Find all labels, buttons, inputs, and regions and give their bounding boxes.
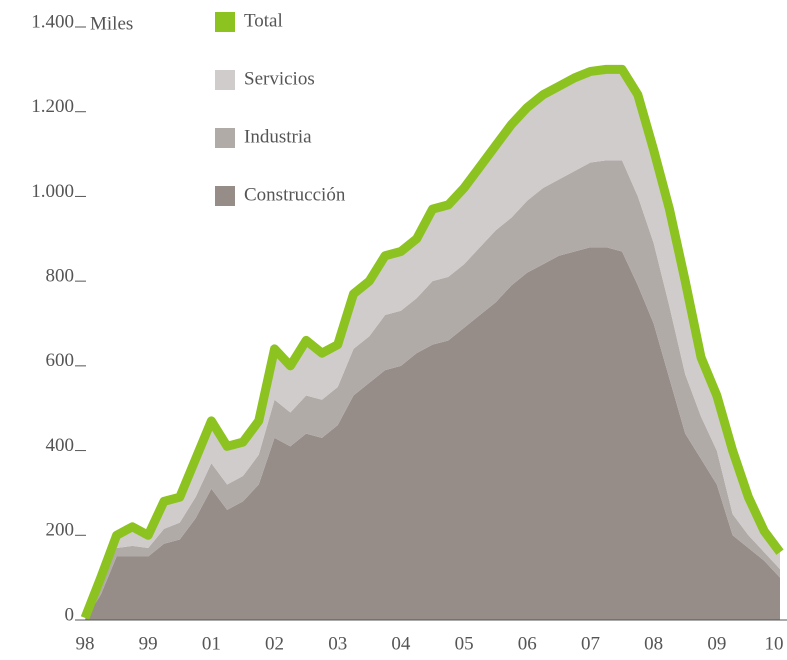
legend-swatch [215, 12, 235, 32]
legend-label: Servicios [244, 68, 315, 89]
y-tick-label: 1.000 [31, 181, 74, 202]
legend-label: Industria [244, 126, 312, 147]
x-tick-label: 99 [139, 633, 158, 654]
x-tick-label: 04 [391, 633, 411, 654]
y-tick-label: 800 [46, 266, 75, 287]
x-tick-label: 05 [455, 633, 474, 654]
y-tick-label: 0 [65, 604, 75, 625]
x-tick-label: 98 [76, 633, 95, 654]
x-tick-label: 10 [765, 633, 784, 654]
legend-swatch [215, 70, 235, 90]
legend-label: Total [244, 10, 283, 31]
x-tick-label: 03 [328, 633, 347, 654]
x-tick-label: 08 [644, 633, 663, 654]
legend-swatch [215, 128, 235, 148]
y-tick-label: 200 [46, 520, 75, 541]
x-tick-label: 09 [707, 633, 726, 654]
y-axis-label: Miles [90, 13, 133, 34]
legend-label: Construcción [244, 184, 346, 205]
y-tick-label: 1.200 [31, 96, 74, 117]
x-tick-label: 02 [265, 633, 284, 654]
x-tick-label: 06 [518, 633, 537, 654]
line [80, 64, 784, 620]
y-tick-label: 1.400 [31, 11, 74, 32]
legend-swatch [215, 186, 235, 206]
x-tick-label: 01 [202, 633, 221, 654]
y-tick-label: 600 [46, 350, 75, 371]
area [85, 247, 780, 620]
x-tick-label: 07 [581, 633, 600, 654]
y-tick-label: 400 [46, 435, 75, 456]
